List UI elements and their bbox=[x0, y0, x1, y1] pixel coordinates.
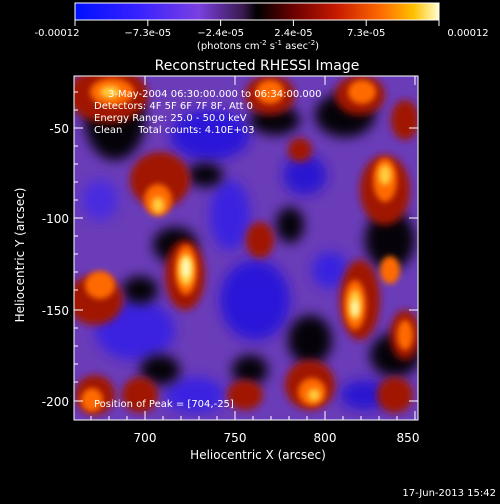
y-tick-label: -50 bbox=[49, 122, 69, 136]
x-axis-label: Heliocentric X (arcsec) bbox=[190, 448, 326, 462]
colorbar-gradient bbox=[74, 2, 440, 21]
colorbar-tick-label: -0.00012 bbox=[35, 28, 80, 39]
y-tick-label: -200 bbox=[42, 395, 69, 409]
colorbar-tick-label: 2.4e-05 bbox=[274, 28, 312, 39]
detectors-info: Detectors: 4F 5F 6F 7F 8F, Att 0 bbox=[94, 101, 253, 112]
peak-position-label: Position of Peak = [704,-25] bbox=[94, 399, 234, 410]
colorbar-tick-label: 7.3e-05 bbox=[347, 28, 385, 39]
colorbar-tick-label: 0.00012 bbox=[447, 28, 488, 39]
y-tick-label: -150 bbox=[42, 304, 69, 318]
x-tick-label: 750 bbox=[224, 431, 247, 445]
clean-total-counts: Clean Total counts: 4.10E+03 bbox=[94, 125, 254, 136]
x-tick-label: 800 bbox=[314, 431, 337, 445]
colorbar-tick-label: −2.4e-05 bbox=[197, 28, 244, 39]
observation-info: 3-May-2004 06:30:00.000 to 06:34:00.000 … bbox=[94, 89, 321, 136]
y-axis-label: Heliocentric Y (arcsec) bbox=[13, 188, 27, 323]
y-axis-ticks bbox=[74, 91, 418, 402]
colorbar: -0.00012 −7.3e-05 −2.4e-05 2.4e-05 7.3e-… bbox=[35, 2, 489, 52]
x-tick-label: 850 bbox=[397, 431, 420, 445]
colorbar-units: (photons cm-2 s-1 asec-2) bbox=[197, 39, 319, 52]
plot-frame bbox=[73, 75, 419, 421]
colorbar-tick-label: −7.3e-05 bbox=[124, 28, 171, 39]
reconstructed-image bbox=[74, 76, 418, 420]
x-tick-label: 700 bbox=[134, 431, 157, 445]
time-range: 3-May-2004 06:30:00.000 to 06:34:00.000 bbox=[108, 89, 321, 100]
plot-title: Reconstructed RHESSI Image bbox=[155, 58, 360, 74]
y-tick-label: -100 bbox=[42, 212, 69, 226]
energy-range: Energy Range: 25.0 - 50.0 keV bbox=[94, 113, 247, 124]
timestamp: 17-Jun-2013 15:42 bbox=[402, 488, 496, 499]
colorbar-ticks bbox=[74, 20, 440, 26]
x-axis-ticks bbox=[90, 76, 416, 420]
